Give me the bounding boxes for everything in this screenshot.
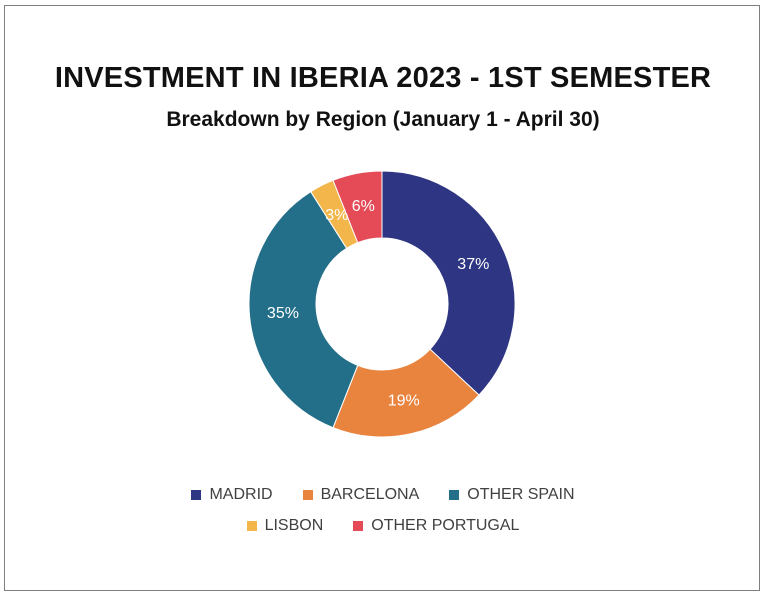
legend-row-1: MADRID BARCELONA OTHER SPAIN — [0, 486, 766, 504]
legend-item-madrid: MADRID — [191, 486, 273, 504]
legend-item-lisbon: LISBON — [246, 517, 324, 535]
legend-label-other-portugal: OTHER PORTUGAL — [371, 517, 520, 534]
legend-swatch-lisbon — [246, 521, 257, 531]
slice-other-portugal — [332, 170, 383, 244]
legend-item-other-spain: OTHER SPAIN — [449, 486, 575, 504]
data-label-lisbon: 3% — [325, 207, 348, 224]
legend-swatch-madrid — [191, 490, 202, 500]
legend-swatch-barcelona — [302, 490, 313, 500]
slice-madrid — [381, 170, 516, 396]
legend-item-other-portugal: OTHER PORTUGAL — [353, 517, 519, 535]
legend-swatch-other-portugal — [353, 521, 364, 531]
data-label-barcelona: 19% — [388, 393, 420, 410]
chart-title: INVESTMENT IN IBERIA 2023 - 1ST SEMESTER — [54, 62, 712, 94]
legend-label-madrid: MADRID — [209, 486, 273, 503]
legend-label-other-spain: OTHER SPAIN — [467, 486, 575, 503]
data-label-other-portugal: 6% — [352, 198, 375, 215]
slice-barcelona — [332, 348, 480, 438]
legend-item-barcelona: BARCELONA — [302, 486, 420, 504]
legend-row-2: LISBON OTHER PORTUGAL — [0, 517, 766, 535]
legend-swatch-other-spain — [449, 490, 460, 500]
legend-label-barcelona: BARCELONA — [320, 486, 420, 503]
chart-subtitle: Breakdown by Region (January 1 - April 3… — [166, 108, 600, 131]
data-label-other-spain: 35% — [267, 305, 299, 322]
data-label-madrid: 37% — [457, 256, 489, 273]
legend-label-lisbon: LISBON — [264, 517, 324, 534]
chart-frame — [4, 5, 760, 591]
slice-other-spain — [248, 191, 359, 429]
